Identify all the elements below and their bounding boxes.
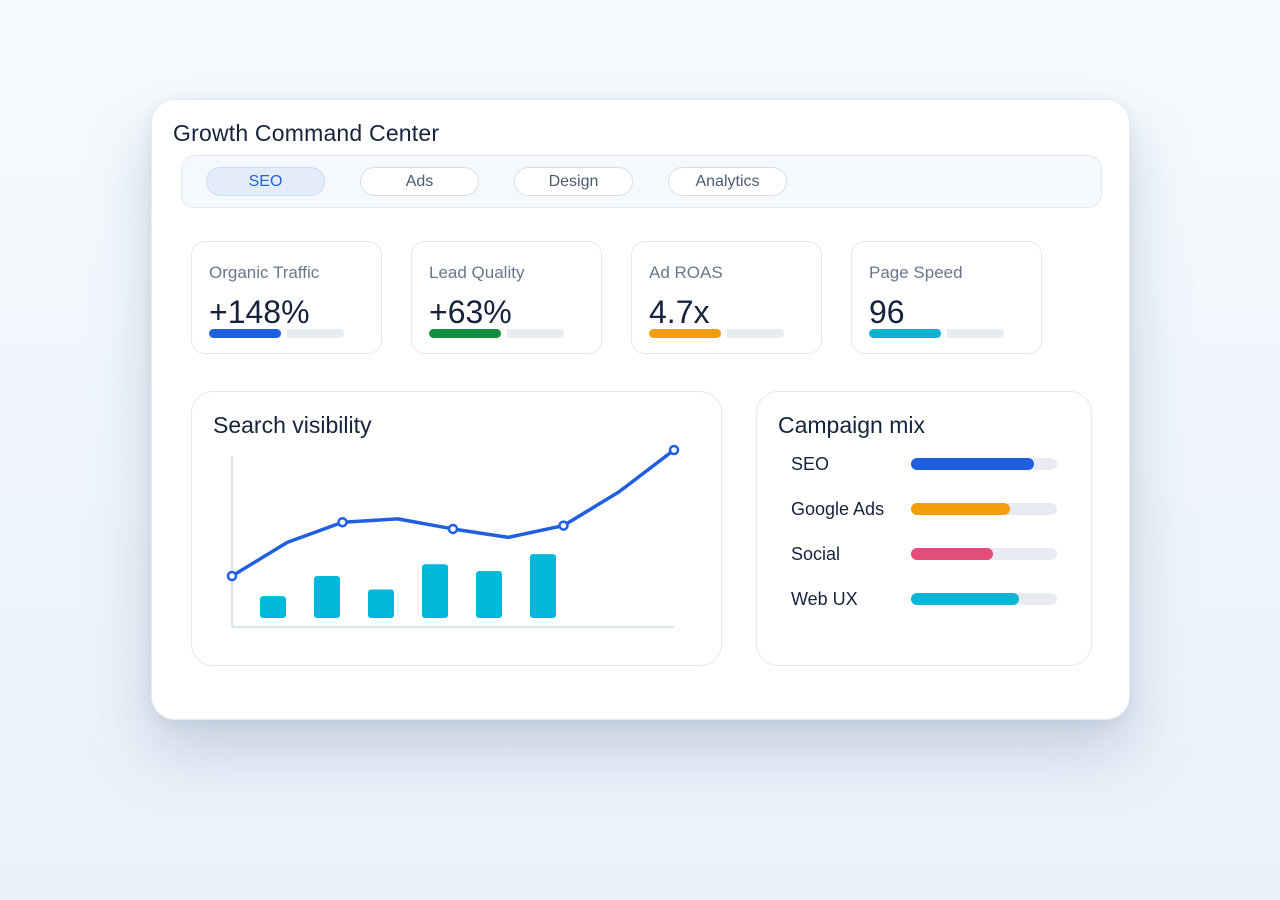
kpi-progress-track (649, 329, 784, 338)
mix-label: SEO (791, 454, 830, 474)
mix-bar-web-ux (911, 593, 1019, 605)
tab-bar: SEO Ads Design Analytics (181, 155, 1102, 208)
chart-line (230, 448, 676, 578)
kpi-value: 4.7x (649, 294, 710, 330)
chart-point (668, 444, 680, 456)
kpi-value: +63% (429, 294, 512, 330)
kpi-progress-gap (721, 329, 727, 338)
kpi-label: Lead Quality (429, 263, 525, 282)
kpi-progress-fill (649, 329, 721, 338)
mix-label: Google Ads (791, 499, 885, 519)
mix-track (911, 458, 1057, 470)
mix-bar-google-ads (911, 503, 1010, 515)
search-visibility-card: Search visibility (191, 391, 722, 666)
mix-label: Social (791, 544, 841, 564)
chart-point (337, 516, 348, 528)
mix-bar-social (911, 548, 993, 560)
mix-row-web-ux: Web UX (791, 588, 1061, 610)
mix-label: Web UX (791, 589, 858, 609)
chart-point (558, 520, 569, 531)
chart-bar (422, 564, 448, 618)
chart-bar (476, 570, 502, 618)
chart-bar (260, 596, 286, 618)
chart-point (447, 523, 459, 535)
kpi-progress-gap (281, 329, 287, 338)
kpi-card-page-speed: Page Speed 96 (851, 241, 1042, 354)
kpi-progress-track (429, 329, 564, 338)
tab-seo[interactable]: SEO (206, 167, 325, 196)
search-visibility-chart (226, 444, 680, 628)
mix-row-social: Social (791, 543, 1061, 565)
tab-ads[interactable]: Ads (360, 167, 479, 196)
kpi-card-ad-roas: Ad ROAS 4.7x (631, 241, 822, 354)
chart-bar (368, 589, 394, 618)
mix-track (911, 548, 1057, 560)
kpi-progress-gap (501, 329, 507, 338)
campaign-mix-card: Campaign mix SEO Google Ads Social Web U… (756, 391, 1092, 666)
kpi-card-lead-quality: Lead Quality +63% (411, 241, 602, 354)
kpi-value: 96 (869, 294, 905, 330)
chart-point (226, 570, 238, 582)
card-title: Campaign mix (778, 412, 925, 438)
kpi-progress-track (869, 329, 1004, 338)
kpi-progress-fill (869, 329, 941, 338)
dashboard-window: Growth Command Center SEO Ads Design Ana… (151, 99, 1130, 720)
kpi-progress-track (209, 329, 344, 338)
tab-analytics[interactable]: Analytics (668, 167, 787, 196)
kpi-label: Organic Traffic (209, 263, 320, 282)
kpi-progress-gap (941, 329, 947, 338)
chart-bar (530, 554, 556, 618)
kpi-card-organic-traffic: Organic Traffic +148% (191, 241, 382, 354)
tab-design[interactable]: Design (514, 167, 633, 196)
mix-row-seo: SEO (791, 453, 1061, 475)
card-title: Search visibility (213, 412, 372, 438)
mix-track (911, 503, 1057, 515)
mix-track (911, 593, 1057, 605)
kpi-progress-fill (429, 329, 501, 338)
kpi-label: Page Speed (869, 263, 963, 282)
kpi-progress-fill (209, 329, 281, 338)
kpi-label: Ad ROAS (649, 263, 723, 282)
page-title: Growth Command Center (173, 120, 440, 146)
kpi-value: +148% (209, 294, 310, 330)
mix-row-google-ads: Google Ads (791, 498, 1061, 520)
mix-bar-seo (911, 458, 1034, 470)
chart-bar (314, 576, 340, 618)
